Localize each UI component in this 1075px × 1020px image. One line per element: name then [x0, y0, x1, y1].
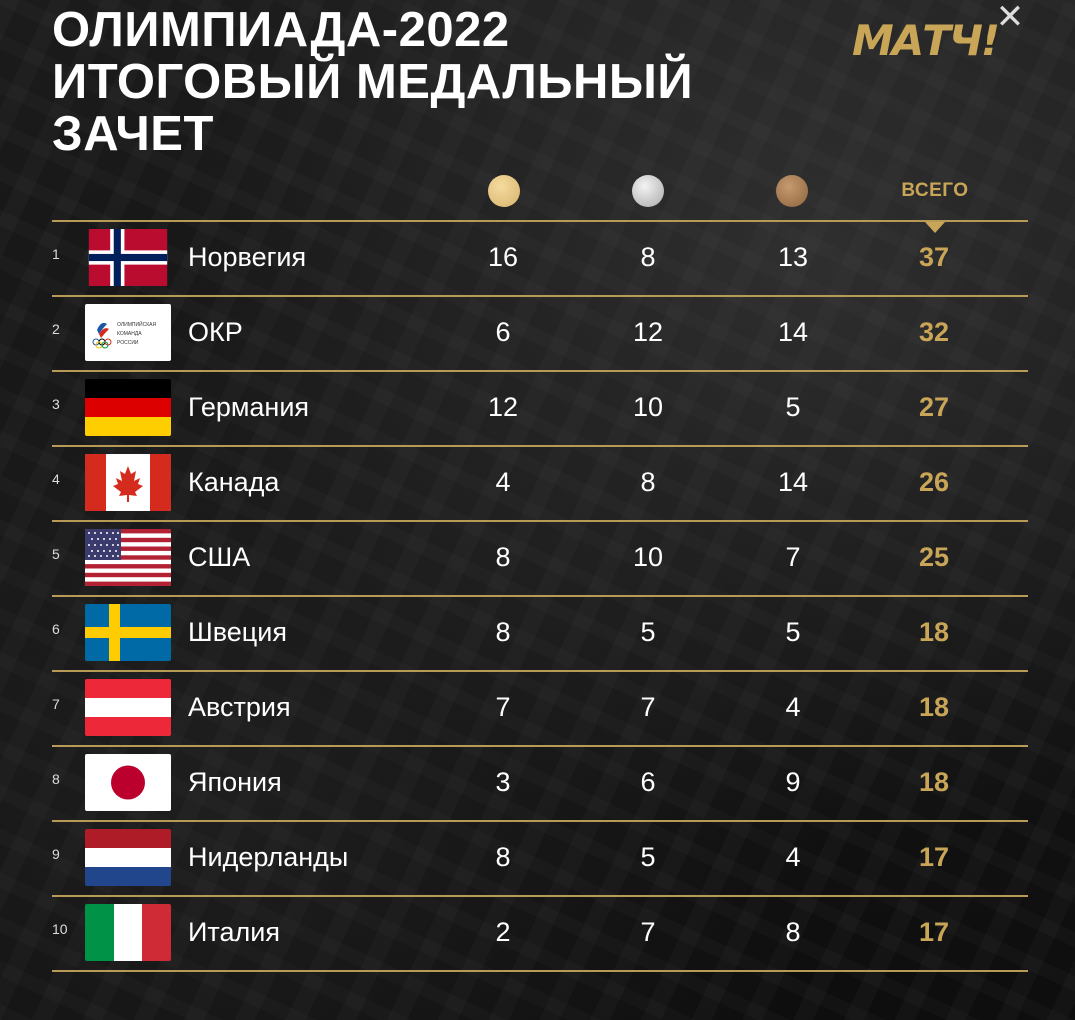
country-name: Швеция: [188, 617, 287, 647]
title-line-1: ОЛИМПИАДА-2022: [52, 3, 510, 57]
sort-arrow-icon: [925, 222, 945, 233]
close-icon[interactable]: ✕: [995, 0, 1025, 36]
silver-count: 5: [640, 617, 656, 647]
roc-flag-icon: ОЛИМПИЙСКАЯ КОМАНДА РОССИИ: [85, 304, 171, 361]
table-row: 1 Норвегия 16 8 13 37: [52, 220, 1028, 295]
country-name: Япония: [188, 767, 282, 797]
country-name: Германия: [188, 392, 310, 422]
total-count: 37: [918, 242, 950, 272]
country-name: Канада: [188, 467, 280, 497]
bronze-count: 5: [785, 617, 801, 647]
bronze-count: 4: [785, 692, 801, 722]
silver-count: 7: [640, 692, 656, 722]
table-row: 7 Австрия 7 7 4 18: [52, 670, 1028, 745]
table-row: 2 ОЛИМПИЙСКАЯ КОМАНДА РОССИИ ОКР 6 12 14…: [52, 295, 1028, 370]
gold-count: 16: [487, 242, 519, 272]
rank: 2: [52, 321, 60, 337]
rank: 9: [52, 846, 60, 862]
gold-count: 6: [495, 317, 511, 347]
gold-count: 4: [495, 467, 511, 497]
total-count: 26: [918, 467, 950, 497]
silver-count: 6: [640, 767, 656, 797]
rank: 10: [52, 921, 68, 937]
table-row: 4 Канада 4 8 14 26: [52, 445, 1028, 520]
canada-flag-icon: [85, 454, 171, 511]
austria-flag-icon: [85, 679, 171, 736]
gold-medal-icon: [488, 175, 520, 207]
silver-count: 5: [640, 842, 656, 872]
gold-count: 3: [495, 767, 511, 797]
gold-count: 7: [495, 692, 511, 722]
silver-count: 7: [640, 917, 656, 947]
total-count: 18: [918, 767, 950, 797]
table-row: 8 Япония 3 6 9 18: [52, 745, 1028, 820]
roc-flag-text-3: РОССИИ: [117, 340, 139, 346]
bronze-count: 4: [785, 842, 801, 872]
japan-flag-icon: [85, 754, 171, 811]
rank: 3: [52, 396, 60, 412]
rank: 4: [52, 471, 60, 487]
bronze-count: 7: [785, 542, 801, 572]
gold-count: 8: [495, 617, 511, 647]
gold-count: 2: [495, 917, 511, 947]
total-count: 25: [918, 542, 950, 572]
country-name: Италия: [188, 917, 280, 947]
silver-count: 12: [632, 317, 664, 347]
country-name: Нидерланды: [188, 842, 349, 872]
silver-count: 10: [632, 392, 664, 422]
page-title: ОЛИМПИАДА-2022 ИТОГОВЫЙ МЕДАЛЬНЫЙ ЗАЧЕТ: [52, 4, 693, 160]
bronze-count: 13: [777, 242, 809, 272]
italy-flag-icon: [85, 904, 171, 961]
silver-medal-icon: [632, 175, 664, 207]
gold-count: 8: [495, 542, 511, 572]
total-count: 18: [918, 617, 950, 647]
total-count: 18: [918, 692, 950, 722]
gold-count: 12: [487, 392, 519, 422]
table-row: 6 Швеция 8 5 5 18: [52, 595, 1028, 670]
netherlands-flag-icon: [85, 829, 171, 886]
country-name: ОКР: [188, 317, 243, 347]
country-name: Норвегия: [188, 242, 307, 272]
silver-count: 10: [632, 542, 664, 572]
table-row: 3 Германия 12 10 5 27: [52, 370, 1028, 445]
title-line-2: ИТОГОВЫЙ МЕДАЛЬНЫЙ: [52, 55, 694, 109]
total-count: 17: [918, 917, 950, 947]
sweden-flag-icon: [85, 604, 171, 661]
norway-flag-icon: [85, 229, 171, 286]
rank: 7: [52, 696, 60, 712]
bronze-count: 14: [777, 467, 809, 497]
title-line-3: ЗАЧЕТ: [52, 107, 214, 161]
total-header: ВСЕГО: [901, 180, 969, 201]
bronze-count: 14: [777, 317, 809, 347]
roc-flag-text-1: ОЛИМПИЙСКАЯ: [117, 320, 157, 328]
medal-table: 1 Норвегия 16 8 13 37 2 ОЛИМПИЙСКАЯ КОМА…: [52, 220, 1028, 972]
table-row: 9 Нидерланды 8 5 4 17: [52, 820, 1028, 895]
bronze-count: 8: [785, 917, 801, 947]
country-name: Австрия: [188, 692, 291, 722]
total-count: 17: [918, 842, 950, 872]
rank: 8: [52, 771, 60, 787]
bronze-count: 9: [785, 767, 801, 797]
country-name: США: [188, 542, 251, 572]
usa-flag-icon: [85, 529, 171, 586]
gold-count: 8: [495, 842, 511, 872]
table-row: 10 Италия 2 7 8 17: [52, 895, 1028, 972]
germany-flag-icon: [85, 379, 171, 436]
rank: 1: [52, 246, 60, 262]
total-count: 27: [918, 392, 950, 422]
rank: 6: [52, 621, 60, 637]
bronze-count: 5: [785, 392, 801, 422]
match-logo: МАТЧ!: [852, 16, 1000, 65]
silver-count: 8: [640, 467, 656, 497]
bronze-medal-icon: [776, 175, 808, 207]
silver-count: 8: [640, 242, 656, 272]
total-count: 32: [918, 317, 950, 347]
table-row: 5 США 8 10 7 2: [52, 520, 1028, 595]
roc-flag-text-2: КОМАНДА: [117, 331, 142, 337]
rank: 5: [52, 546, 60, 562]
